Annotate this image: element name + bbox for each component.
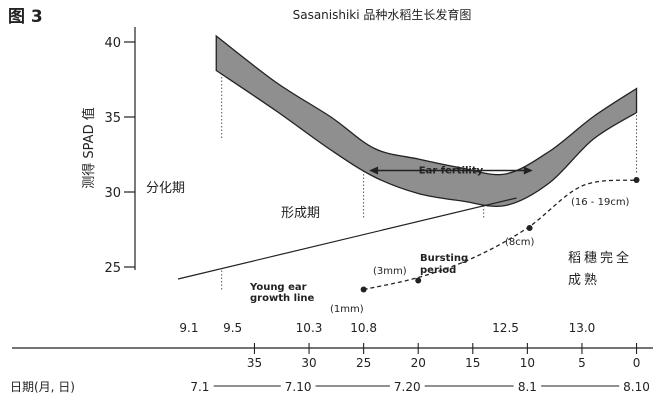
x-tick-label: 20 [411,356,426,370]
x-tick-label: 25 [356,356,371,370]
stage-ripening-line-2: 成熟 [568,272,600,288]
size-label-1mm: (1mm) [330,304,364,315]
calendar-date-axis: 7.1 7.10 7.20 8.1 8.10 [190,380,650,394]
calendar-date-label: 8.1 [518,380,537,394]
stage-date-label: 12.5 [492,321,519,335]
growth-markers [360,177,640,293]
stage-date-labels: 9.1 9.5 10.3 10.8 12.5 13.0 [179,321,595,335]
stage-date-label: 10.3 [296,321,323,335]
chart-title: Sasanishiki 品种水稻生长发育图 [293,7,472,22]
stage-date-label: 10.8 [350,321,377,335]
x-tick-label: 30 [301,356,316,370]
stage-tillering: 分化期 [146,181,185,196]
size-label-3mm: (3mm) [373,266,407,277]
bursting-label-line-1: Bursting [420,253,468,264]
y-tick-label: 30 [104,186,121,201]
stage-formation: 形成期 [281,206,320,221]
calendar-date-label: 7.20 [394,380,421,394]
calendar-date-label: 8.10 [623,380,650,394]
x-tick-label: 0 [633,356,641,370]
figure-label: 图 3 [8,7,43,27]
y-tick-label: 40 [104,36,121,51]
size-label-16cm: (16 - 19cm) [571,197,630,208]
stage-date-label: 13.0 [569,321,596,335]
ear-fertility-label: Ear fertility [419,166,484,177]
y-ticks: 25 30 35 40 [104,36,135,276]
spad-band [215,34,638,207]
y-tick-label: 35 [104,111,121,126]
x-tick-label: 5 [578,356,586,370]
stage-date-label: 9.5 [223,321,242,335]
size-label-8cm: (8cm) [505,237,535,248]
calendar-date-label: 7.10 [285,380,312,394]
x-tick-label: 10 [520,356,535,370]
x-tick-label: 35 [247,356,262,370]
growth-marker [526,225,533,231]
calendar-date-label: 7.1 [190,380,209,394]
y-tick-label: 25 [104,261,121,276]
stage-date-label: 9.1 [179,321,198,335]
bursting-label-line-2: period [420,265,456,276]
y-axis-label: 测得 SPAD 值 [81,107,97,188]
guide-lines [221,70,638,290]
ear-fertility-annotation: Ear fertility [369,166,533,177]
x-tick-label: 15 [465,356,480,370]
growth-marker [633,177,640,183]
growth-marker [360,286,367,293]
x-axis-label: 日期(月, 日) [10,380,75,394]
young-ear-label-line-1: Young ear [249,282,307,293]
ear-fertility-arrowhead-right [523,166,533,175]
young-ear-growth-curve [363,179,637,291]
growth-marker [415,277,422,284]
stage-ripening-line-1: 稻穗完全 [568,250,632,266]
ear-fertility-arrowhead-left [369,166,379,175]
x-ticks: 35 30 25 20 15 10 5 0 [247,343,641,370]
trend-line [177,197,517,280]
young-ear-label-line-2: growth line [250,293,315,304]
